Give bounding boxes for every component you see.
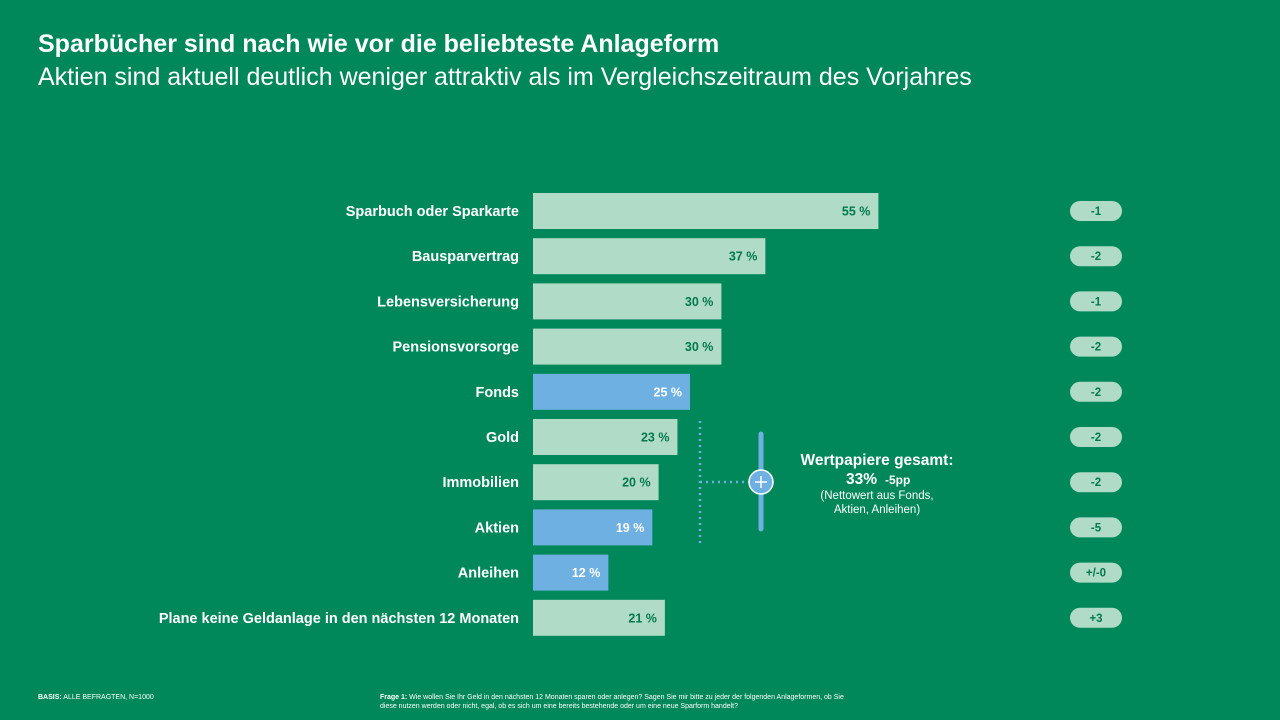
value-label: 55 %	[842, 205, 871, 219]
change-label: -2	[1091, 342, 1101, 354]
bar	[533, 554, 609, 591]
value-label: 19 %	[616, 521, 645, 535]
footer-basis: BASIS: ALLE BEFRAGTEN, N=1000	[38, 693, 154, 702]
category-label: Lebensversicherung	[377, 294, 519, 310]
change-label: -2	[1091, 477, 1101, 489]
bar	[533, 328, 722, 365]
page-subtitle: Aktien sind aktuell deutlich weniger att…	[38, 63, 972, 91]
bar	[533, 193, 879, 229]
change-pill	[1070, 427, 1122, 447]
change-label: -1	[1091, 206, 1102, 218]
page-title: Sparbücher sind nach wie vor die beliebt…	[38, 30, 720, 58]
footer-question-label: Frage 1:	[380, 694, 408, 701]
bar	[533, 283, 722, 320]
change-pill	[1070, 562, 1122, 583]
annotation-value: 33%	[846, 471, 877, 488]
value-label: 37 %	[729, 250, 758, 264]
change-pill	[1070, 246, 1122, 267]
annotation-note: Aktien, Anleihen)	[834, 504, 920, 516]
value-label: 30 %	[685, 340, 714, 354]
category-label: Aktien	[475, 520, 519, 536]
change-label: +3	[1089, 613, 1102, 625]
category-label: Plane keine Geldanlage in den nächsten 1…	[159, 611, 519, 627]
change-label: -1	[1091, 296, 1102, 308]
value-label: 25 %	[654, 385, 683, 399]
change-pill	[1070, 291, 1122, 312]
change-label: +/-0	[1086, 568, 1106, 580]
annotation-change: -5pp	[885, 473, 910, 487]
bar	[533, 238, 766, 275]
annotation-note: (Nettowert aus Fonds,	[820, 490, 933, 502]
category-label: Fonds	[476, 385, 520, 401]
category-label: Bausparvertrag	[412, 249, 519, 265]
bar	[533, 464, 659, 501]
category-label: Pensionsvorsorge	[392, 340, 519, 356]
change-pill	[1070, 517, 1122, 538]
value-label: 30 %	[685, 295, 714, 309]
category-label: Anleihen	[458, 566, 519, 582]
category-label: Sparbuch oder Sparkarte	[346, 204, 519, 220]
annotation-title: Wertpapiere gesamt:	[800, 452, 953, 469]
value-label: 12 %	[572, 566, 601, 580]
change-label: -2	[1091, 251, 1101, 263]
bar	[533, 419, 678, 455]
change-pill	[1070, 607, 1122, 628]
change-pill	[1070, 472, 1122, 493]
category-label: Gold	[486, 430, 519, 446]
change-label: -5	[1091, 522, 1102, 534]
change-label: -2	[1091, 387, 1101, 399]
change-pill	[1070, 201, 1122, 221]
value-label: 20 %	[622, 476, 651, 490]
change-label: -2	[1091, 432, 1101, 444]
bar	[533, 599, 665, 636]
footer-question: Frage 1: Wie wollen Sie Ihr Geld in den …	[380, 693, 860, 711]
value-label: 23 %	[641, 431, 670, 445]
change-pill	[1070, 336, 1122, 357]
bar	[533, 373, 690, 410]
value-label: 21 %	[628, 611, 657, 625]
bar	[533, 509, 653, 546]
footer-basis-text: ALLE BEFRAGTEN, N=1000	[61, 694, 154, 701]
footer-basis-label: BASIS:	[38, 694, 62, 701]
footer-question-text: Wie wollen Sie Ihr Geld in den nächsten …	[380, 694, 844, 710]
change-pill	[1070, 381, 1122, 402]
category-label: Immobilien	[442, 475, 519, 491]
